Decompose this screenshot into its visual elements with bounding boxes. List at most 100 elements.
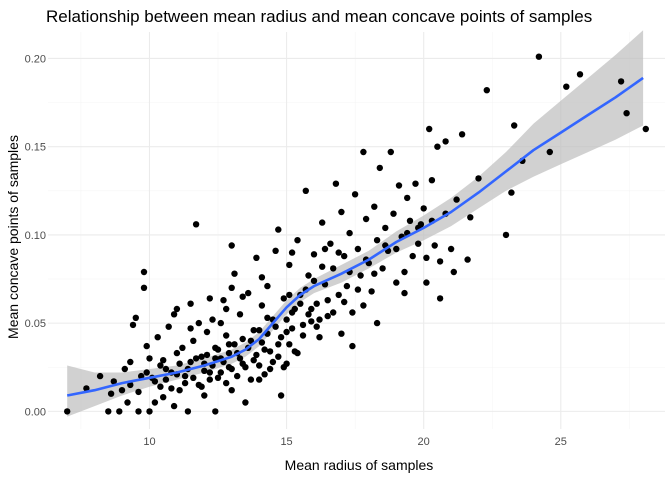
- data-point: [346, 229, 353, 237]
- data-point: [305, 311, 312, 318]
- data-point: [420, 205, 427, 212]
- smooth-line: [66, 76, 644, 397]
- data-point: [160, 394, 167, 401]
- data-point: [228, 284, 235, 291]
- data-point: [203, 351, 211, 359]
- data-point: [343, 282, 351, 290]
- data-point: [467, 214, 474, 221]
- data-point: [373, 237, 381, 244]
- data-point: [192, 355, 200, 362]
- data-point: [434, 143, 441, 150]
- data-point: [310, 277, 318, 284]
- data-point: [181, 372, 189, 380]
- data-point: [258, 302, 266, 309]
- data-point: [107, 390, 115, 397]
- data-point: [157, 383, 164, 390]
- data-point: [187, 325, 194, 332]
- data-point: [162, 376, 170, 383]
- x-axis-label: Mean radius of samples: [285, 457, 434, 473]
- data-point: [116, 408, 123, 415]
- data-point: [170, 402, 178, 410]
- data-point: [179, 344, 186, 351]
- data-point: [140, 284, 148, 291]
- data-point: [225, 349, 233, 357]
- data-point: [280, 364, 287, 371]
- data-point: [450, 268, 457, 276]
- data-point: [436, 258, 444, 265]
- data-point: [266, 348, 274, 355]
- scatter-points: [63, 53, 649, 415]
- data-point: [223, 305, 230, 313]
- data-point: [168, 385, 175, 392]
- data-point: [324, 297, 331, 304]
- data-point: [138, 372, 145, 380]
- data-point: [223, 332, 230, 339]
- data-point: [143, 342, 150, 350]
- data-point: [447, 245, 455, 253]
- y-tick-label: 0.10: [25, 230, 46, 242]
- data-point: [277, 392, 285, 399]
- data-point: [617, 78, 625, 85]
- data-point: [250, 357, 257, 364]
- data-point: [118, 387, 126, 394]
- chart-title: Relationship between mean radius and mea…: [46, 7, 592, 26]
- data-point: [217, 319, 224, 327]
- data-point: [231, 270, 238, 277]
- data-point: [502, 231, 510, 239]
- data-point: [453, 196, 460, 203]
- data-point: [242, 364, 249, 371]
- data-point: [401, 289, 408, 297]
- data-point: [190, 374, 197, 381]
- data-point: [319, 219, 326, 226]
- data-point: [258, 339, 266, 346]
- data-point: [511, 122, 518, 129]
- data-point: [209, 316, 216, 323]
- data-point: [236, 355, 244, 362]
- x-tick-label: 15: [280, 436, 292, 448]
- data-point: [288, 325, 296, 332]
- data-point: [354, 245, 362, 253]
- data-point: [264, 314, 271, 321]
- data-point: [83, 385, 90, 392]
- x-tick-label: 20: [418, 436, 430, 448]
- data-point: [146, 355, 153, 362]
- data-point: [198, 383, 205, 390]
- y-axis-label: Mean concave points of samples: [5, 135, 21, 339]
- data-point: [242, 399, 249, 406]
- data-point: [258, 274, 266, 281]
- data-point: [63, 408, 71, 415]
- data-point: [187, 358, 194, 366]
- data-point: [349, 309, 356, 316]
- data-point: [393, 245, 400, 253]
- confidence-ribbon: [67, 30, 644, 417]
- data-point: [412, 180, 419, 187]
- data-point: [272, 247, 279, 254]
- data-point: [642, 125, 649, 133]
- data-point: [338, 208, 345, 216]
- x-tick-label: 25: [555, 436, 567, 448]
- data-point: [475, 175, 482, 182]
- data-point: [428, 177, 436, 184]
- data-point: [110, 378, 118, 385]
- data-point: [308, 318, 315, 325]
- y-tick-label: 0.20: [25, 53, 46, 65]
- data-point: [351, 191, 359, 198]
- data-point: [423, 279, 430, 286]
- data-point: [283, 328, 290, 336]
- data-point: [206, 295, 213, 302]
- data-point: [212, 355, 219, 362]
- data-point: [217, 369, 224, 376]
- data-point: [228, 242, 235, 249]
- data-point: [245, 289, 252, 297]
- data-point: [483, 87, 490, 94]
- data-point: [190, 337, 197, 344]
- data-point: [305, 272, 312, 279]
- data-point: [253, 351, 260, 359]
- data-point: [143, 369, 150, 376]
- data-point: [154, 334, 161, 341]
- data-point: [127, 381, 134, 389]
- data-point: [214, 346, 222, 353]
- data-point: [299, 321, 307, 329]
- data-point: [576, 71, 584, 78]
- data-point: [286, 261, 293, 269]
